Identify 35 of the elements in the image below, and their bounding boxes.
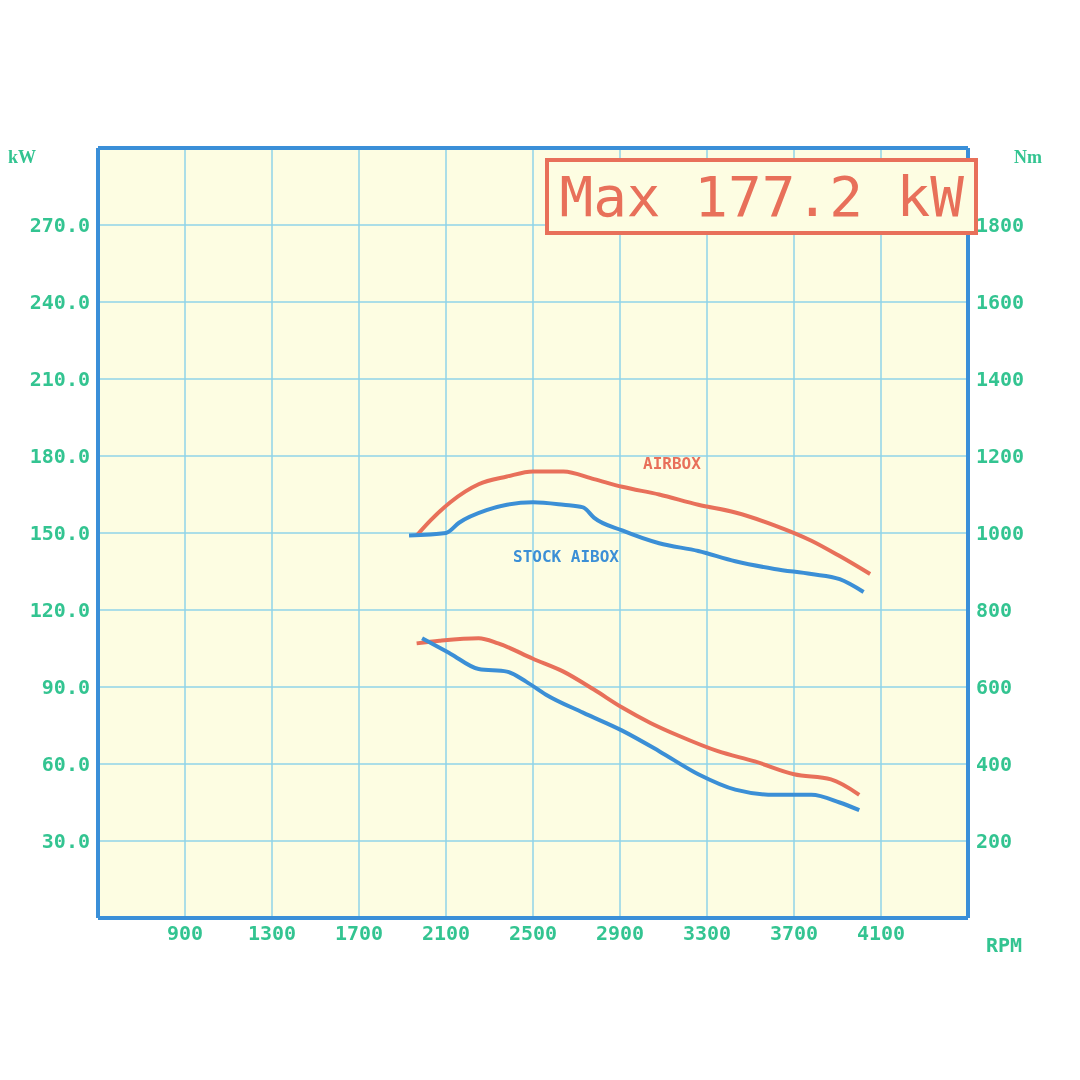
x-tick-label: 4100 bbox=[856, 921, 906, 946]
y-tick-label: 240.0 bbox=[29, 290, 90, 315]
x-tick-label: 1700 bbox=[334, 921, 384, 946]
y-tick-label: 210.0 bbox=[29, 367, 90, 392]
x-tick-label: 2500 bbox=[508, 921, 558, 946]
y2-tick-label: 1400 bbox=[976, 367, 1025, 392]
y2-axis-title: Nm bbox=[1014, 146, 1042, 167]
y2-tick-label: 600 bbox=[976, 675, 1013, 700]
x-tick-label: 2900 bbox=[595, 921, 645, 946]
y-axis-title: kW bbox=[8, 146, 37, 167]
y2-tick-label: 800 bbox=[976, 598, 1013, 623]
y-tick-label: 120.0 bbox=[29, 598, 90, 623]
x-tick-label: 2100 bbox=[421, 921, 471, 946]
y-tick-label: 270.0 bbox=[29, 213, 90, 238]
y2-tick-label: 400 bbox=[976, 752, 1013, 777]
y-tick-label: 30.0 bbox=[41, 829, 90, 854]
x-tick-label: 3300 bbox=[682, 921, 732, 946]
x-tick-label: 3700 bbox=[769, 921, 819, 946]
x-tick-label: 1300 bbox=[247, 921, 297, 946]
x-tick-label: 900 bbox=[166, 921, 204, 946]
y-tick-label: 90.0 bbox=[41, 675, 90, 700]
y-tick-label: 150.0 bbox=[29, 521, 90, 546]
y2-tick-label: 1800 bbox=[976, 213, 1025, 238]
series-label: STOCK AIBOX bbox=[513, 547, 620, 567]
x-axis-title: RPM bbox=[985, 933, 1022, 957]
y-tick-label: 60.0 bbox=[41, 752, 90, 777]
line-series bbox=[407, 500, 866, 595]
y2-tick-label: 1000 bbox=[976, 521, 1025, 546]
series-label: AIRBOX bbox=[643, 454, 702, 474]
y-tick-label: 180.0 bbox=[29, 444, 90, 469]
line-series bbox=[414, 469, 873, 577]
y2-tick-label: 200 bbox=[976, 829, 1013, 854]
y2-tick-label: 1600 bbox=[976, 290, 1025, 315]
y2-tick-label: 1200 bbox=[976, 444, 1025, 469]
annotation: Max 177.2 kW bbox=[559, 164, 964, 229]
